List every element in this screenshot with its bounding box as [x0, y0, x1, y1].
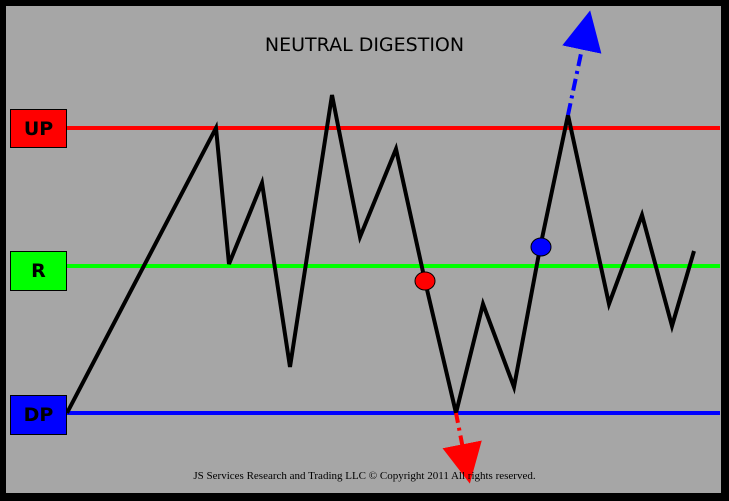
r-level-box: R — [10, 251, 67, 291]
breakdown-arrow — [442, 412, 482, 484]
dp-level-box: DP — [10, 395, 67, 435]
r-level-label: R — [31, 260, 46, 282]
diagram-title: NEUTRAL DIGESTION — [264, 34, 465, 56]
dp-level-label: DP — [23, 404, 54, 426]
up-level-box: UP — [10, 109, 67, 148]
breakdown-marker — [414, 271, 436, 291]
breakout-marker — [530, 237, 552, 257]
price-path — [65, 94, 696, 414]
up-level-label: UP — [23, 117, 54, 140]
copyright-footer: JS Services Research and Trading LLC © C… — [193, 470, 536, 482]
breakout-arrow — [562, 10, 602, 116]
